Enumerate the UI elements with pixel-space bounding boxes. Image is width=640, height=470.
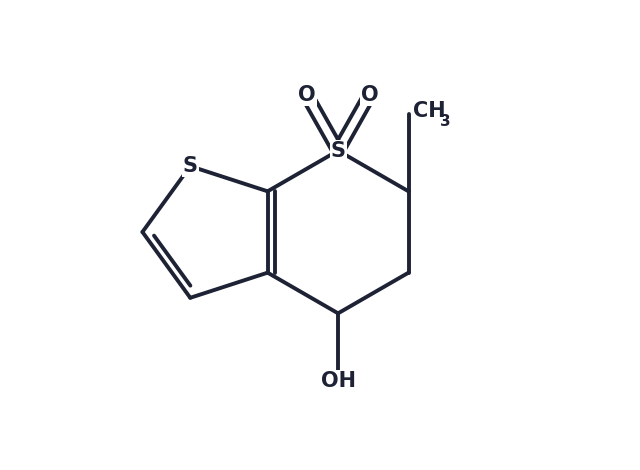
Text: S: S <box>183 156 198 176</box>
Text: CH: CH <box>413 101 446 121</box>
Text: O: O <box>360 85 378 105</box>
Text: 3: 3 <box>440 114 451 129</box>
Text: S: S <box>331 141 346 161</box>
Text: OH: OH <box>321 371 356 392</box>
Text: O: O <box>298 85 316 105</box>
